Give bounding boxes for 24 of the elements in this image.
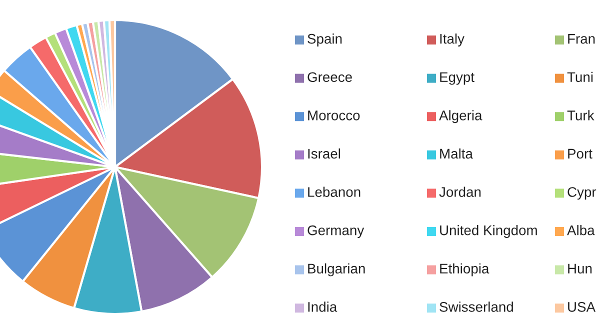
legend-label: Italy (440, 34, 464, 46)
legend-label: Jordan (439, 186, 481, 197)
legend-label: Turk (567, 110, 594, 120)
legend-label: Greece (308, 72, 352, 82)
legend-label: Hun (568, 264, 592, 274)
legend-label: Germany (308, 225, 364, 238)
legend-label: Morocco (308, 110, 360, 120)
legend-label: United Kingdom (440, 225, 537, 238)
legend-label: Cypr (568, 187, 596, 200)
legend-label: Algeria (439, 110, 482, 124)
legend-label: India (308, 302, 338, 312)
legend-label: USA (568, 302, 596, 312)
legend-label: Alba (567, 225, 595, 236)
legend-label: Lebanon (308, 186, 360, 197)
legend-label: Swisserland (440, 302, 513, 312)
legend-label: Israel (308, 148, 340, 159)
legend-label: Fran (568, 34, 595, 44)
legend-label: Egypt (440, 72, 474, 85)
legend-label: Tuni (567, 72, 593, 82)
legend-label: Port (568, 148, 592, 159)
legend-label: Ethiopia (440, 263, 490, 276)
legend-label: Spain (308, 34, 342, 46)
legend-label: Malta (440, 148, 473, 159)
legend-label: Bulgarian (308, 263, 365, 276)
